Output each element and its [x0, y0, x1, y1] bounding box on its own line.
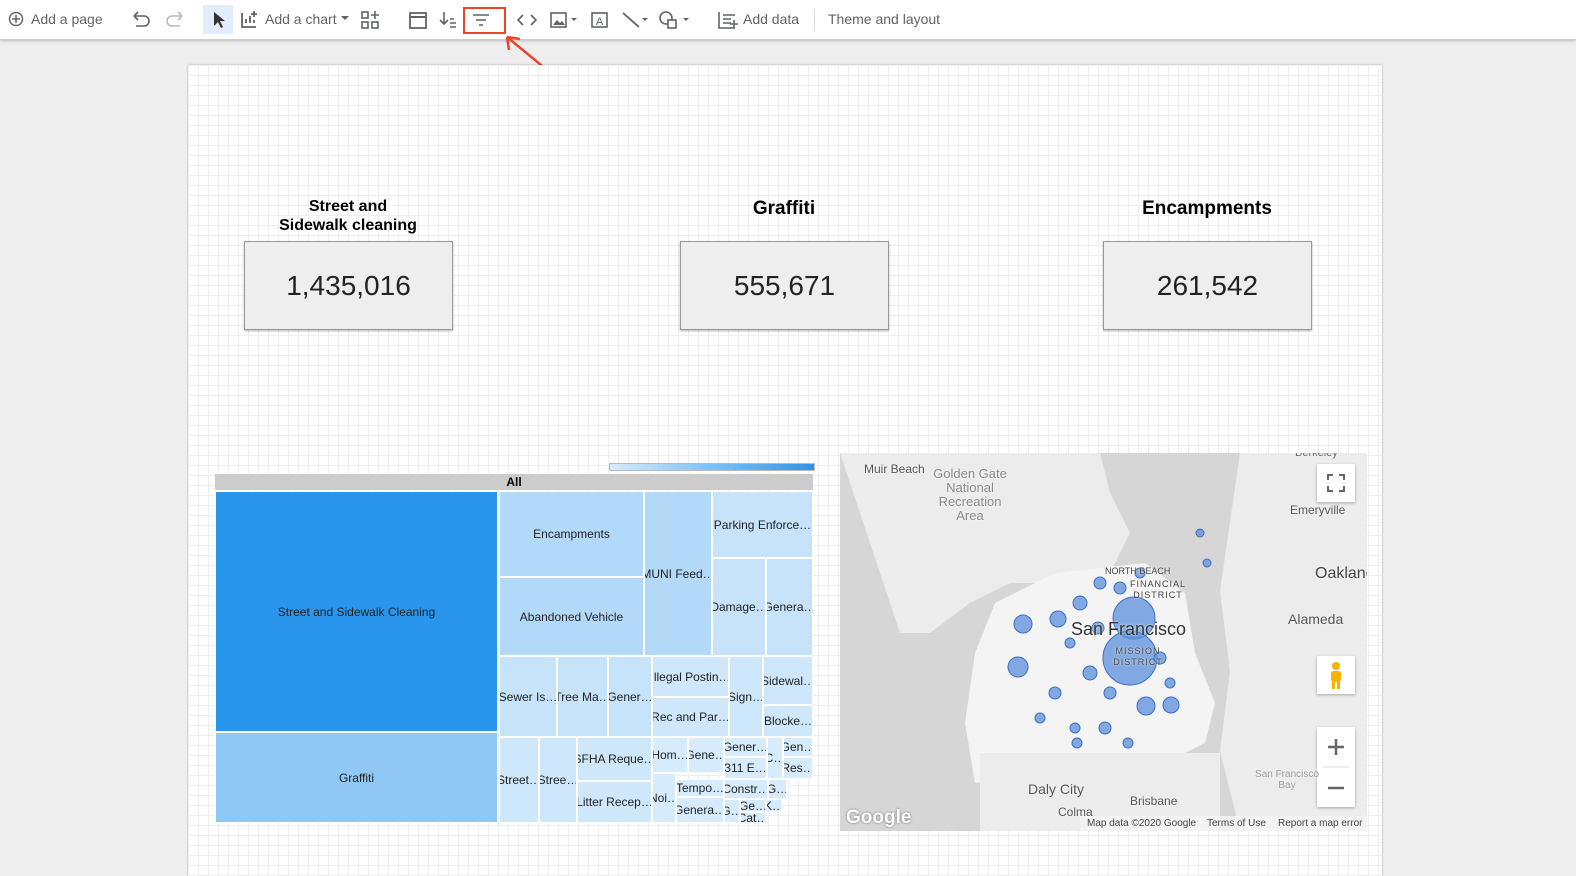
- svg-text:A: A: [596, 16, 604, 28]
- treemap-cell[interactable]: Gene…: [688, 737, 724, 773]
- treemap-cell[interactable]: K…: [766, 799, 782, 812]
- map-label: Colma: [1058, 805, 1093, 819]
- scorecard-title: Street and Sidewalk cleaning: [279, 198, 417, 234]
- zoom-controls[interactable]: [1317, 727, 1355, 807]
- treemap-cell[interactable]: G…: [768, 779, 787, 799]
- treemap-cell[interactable]: Constr…: [724, 779, 768, 799]
- undo-redo[interactable]: [130, 10, 190, 30]
- map-label: Oakland: [1315, 565, 1367, 582]
- treemap-cell[interactable]: Graffiti: [215, 732, 498, 823]
- pegman[interactable]: [1317, 656, 1355, 694]
- divider: [814, 9, 815, 31]
- map-label: Daly City: [1028, 781, 1085, 797]
- map-label: San Francisco Bay: [1255, 769, 1319, 791]
- treemap-cell[interactable]: Sewer Is…: [499, 656, 557, 737]
- color-legend: [609, 463, 815, 471]
- more-tools[interactable]: A: [590, 10, 700, 30]
- highlight-box: [463, 7, 506, 34]
- treemap-cell[interactable]: C…: [767, 737, 783, 779]
- treemap-cell[interactable]: Sidewal…: [763, 656, 813, 705]
- add-page[interactable]: Add a page: [31, 11, 103, 27]
- treemap-cell[interactable]: MUNI Feed…: [644, 491, 712, 656]
- treemap-cell[interactable]: Rec and Par…: [652, 697, 729, 737]
- treemap-cell[interactable]: Blocke…: [763, 705, 813, 737]
- report-error-link[interactable]: Report a map error: [1278, 818, 1363, 829]
- treemap-cell[interactable]: Cat…: [740, 812, 766, 823]
- treemap-cell[interactable]: Tree Ma…: [557, 656, 608, 737]
- map-label: Brisbane: [1130, 794, 1178, 808]
- treemap-cell[interactable]: Street and Sidewalk Cleaning: [215, 491, 498, 732]
- map-label: MISSION DISTRICT: [1113, 646, 1163, 667]
- treemap-cell[interactable]: Illegal Postin…: [652, 656, 729, 697]
- treemap-cell[interactable]: Abandoned Vehicle: [499, 577, 644, 656]
- scorecard-value: 1,435,016: [244, 241, 453, 330]
- add-icon: [8, 11, 24, 27]
- select-tool[interactable]: [203, 5, 233, 34]
- treemap-cell[interactable]: Litter Recep…: [577, 781, 652, 823]
- map-label: San Francisco: [1071, 619, 1187, 639]
- map-footer: [1080, 816, 1367, 831]
- treemap-cell[interactable]: SFHA Reque…: [577, 737, 652, 781]
- fullscreen-button[interactable]: [1317, 464, 1355, 502]
- treemap-cell[interactable]: Ge…: [740, 799, 766, 812]
- scorecard-value: 555,671: [680, 241, 889, 330]
- treemap-cell[interactable]: Genera…: [766, 558, 813, 656]
- treemap-cell[interactable]: Gener…: [724, 737, 767, 757]
- map-label: Alameda: [1288, 611, 1344, 627]
- treemap-cell[interactable]: Sign…: [729, 656, 763, 737]
- treemap-cell[interactable]: 311 E…: [724, 757, 767, 779]
- google-logo: Google: [846, 807, 912, 828]
- treemap-cell[interactable]: Gener…: [608, 656, 652, 737]
- tool-icons[interactable]: [340, 10, 580, 30]
- map-label: NORTH BEACH: [1105, 566, 1171, 576]
- treemap-cell[interactable]: Gen…: [783, 737, 813, 757]
- treemap-cell[interactable]: Stree…: [539, 737, 577, 823]
- treemap-cell[interactable]: Tempo…: [676, 779, 724, 797]
- treemap-cell[interactable]: Parking Enforce…: [712, 491, 813, 558]
- theme-layout[interactable]: Theme and layout: [828, 11, 941, 27]
- treemap-cell[interactable]: Hom…: [652, 737, 688, 773]
- toolbar: Add a page Add a chart A Add data Theme …: [0, 0, 1576, 40]
- map-label: Emeryville: [1290, 503, 1346, 517]
- map[interactable]: Berkeley Muir Beach Golden Gate National R…: [840, 453, 1367, 831]
- treemap-cell[interactable]: Encampments: [499, 491, 644, 577]
- map-attribution: Map data ©2020 Google: [1087, 818, 1197, 829]
- treemap-cell[interactable]: Genera…: [676, 797, 724, 823]
- treemap-root[interactable]: All: [215, 474, 813, 490]
- treemap-cell[interactable]: Street…: [499, 737, 539, 823]
- treemap-cell[interactable]: Noi…: [652, 773, 676, 823]
- treemap-cell[interactable]: Res…: [783, 757, 813, 779]
- map-label: Muir Beach: [864, 462, 925, 476]
- add-chart[interactable]: Add a chart: [265, 11, 337, 27]
- map-label: Golden Gate National Recreation Area: [933, 466, 1007, 523]
- map-label: Berkeley: [1295, 453, 1338, 459]
- scorecard-title: Encampments: [1142, 198, 1272, 219]
- treemap-cell[interactable]: Damage…: [712, 558, 766, 656]
- map-label: FINANCIAL DISTRICT: [1129, 579, 1186, 600]
- add-data-icon[interactable]: [717, 9, 739, 31]
- chart-icon[interactable]: [240, 9, 260, 29]
- scorecard-value: 261,542: [1103, 241, 1312, 330]
- add-data[interactable]: Add data: [743, 11, 800, 27]
- terms-link[interactable]: Terms of Use: [1207, 818, 1266, 829]
- scorecard-title: Graffiti: [752, 198, 816, 219]
- treemap-cell[interactable]: G…: [724, 799, 740, 823]
